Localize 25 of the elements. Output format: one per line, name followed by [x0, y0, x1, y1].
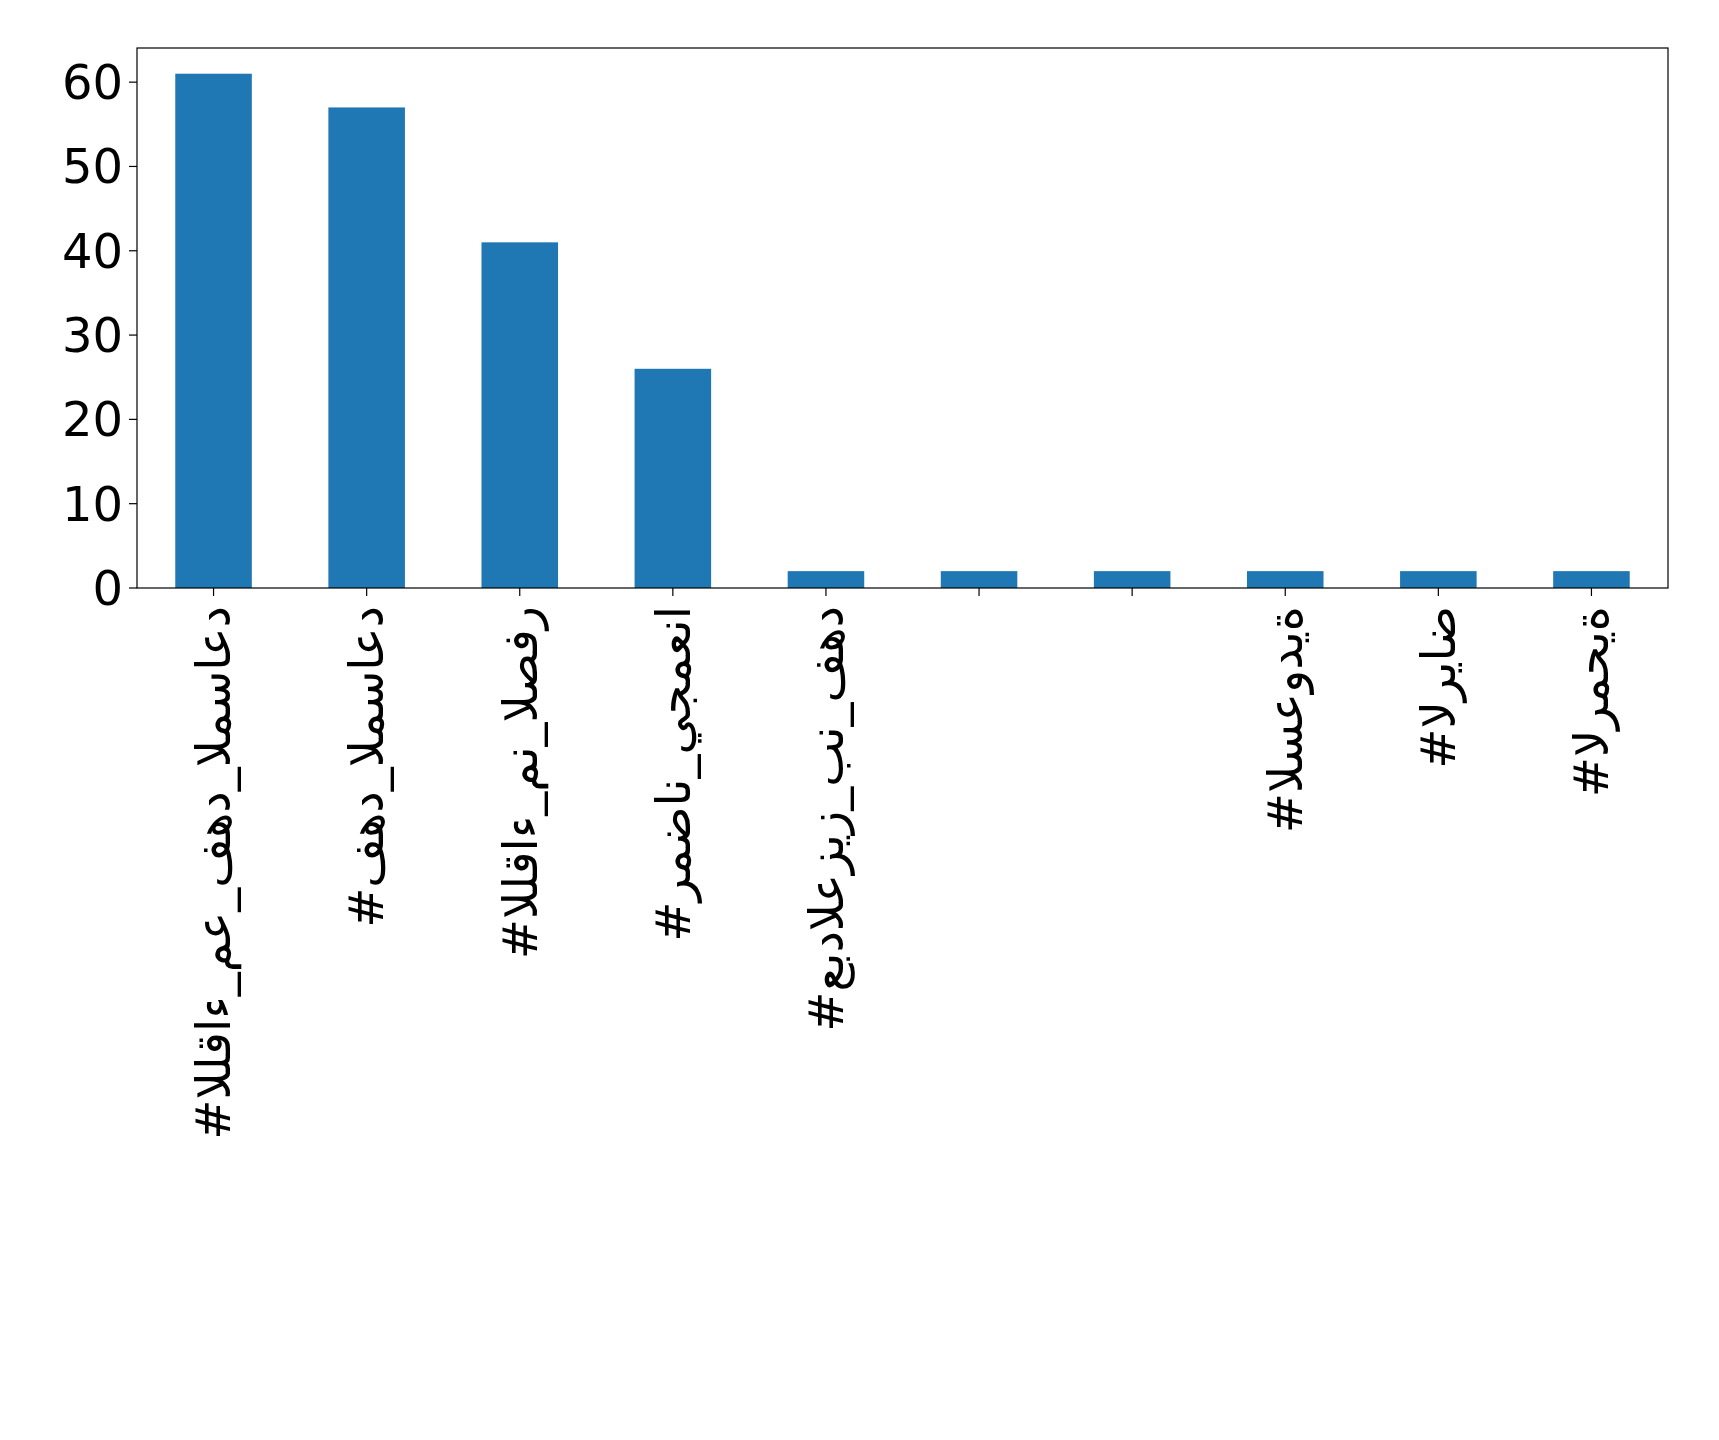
x-tick-label: #عبدالعزيز_بن_فهد	[797, 606, 855, 1032]
bar	[1246, 571, 1324, 588]
y-tick-label: 0	[92, 559, 123, 616]
x-tick-label: #اللقاء_مع_فهد_المساعد	[185, 606, 243, 1140]
bar	[175, 73, 252, 588]
y-tick-label: 60	[61, 53, 123, 110]
bar	[1093, 571, 1171, 588]
bar	[1553, 571, 1630, 588]
bar	[787, 571, 865, 588]
y-tick-label: 20	[61, 391, 123, 448]
x-tick-label: #الرمحية	[1563, 606, 1621, 798]
bar	[328, 107, 405, 588]
x-tick-label: #الرياض	[1410, 606, 1468, 769]
x-tick-label: #اللقاء_من_الصفر	[491, 606, 549, 960]
bar	[634, 368, 712, 588]
bar	[940, 571, 1018, 588]
y-tick-label: 40	[61, 222, 123, 279]
bar	[1400, 571, 1477, 588]
y-tick-label: 30	[61, 306, 123, 363]
x-tick-label: #رمضان_يجمعنا	[644, 606, 702, 942]
bar	[481, 242, 559, 588]
x-tick-label: #السعودية	[1257, 606, 1315, 834]
y-tick-label: 10	[61, 475, 123, 532]
x-tick-label: #فهد_المساعد	[338, 606, 395, 928]
y-tick-label: 50	[61, 138, 123, 195]
